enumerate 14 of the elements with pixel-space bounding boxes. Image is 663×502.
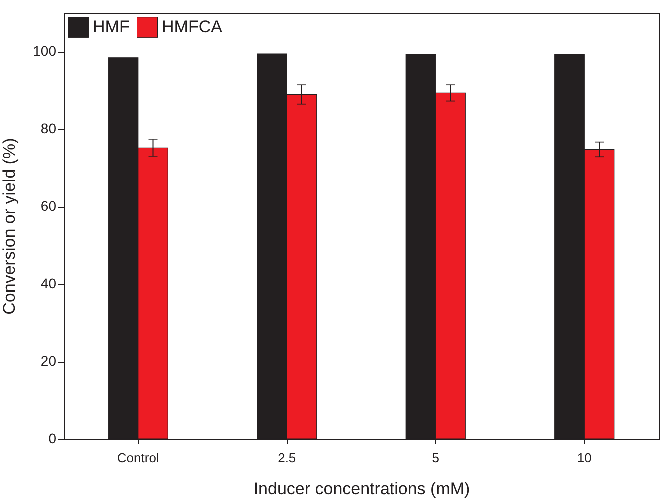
y-tick-label: 40 bbox=[40, 276, 57, 292]
x-tick-label: 5 bbox=[432, 450, 440, 466]
y-tick-label: 0 bbox=[48, 430, 57, 446]
x-tick-label: Control bbox=[117, 450, 160, 466]
y-axis-title: Conversion or yield (%) bbox=[0, 138, 20, 315]
x-tick-label: 10 bbox=[577, 450, 592, 466]
y-tick-label: 20 bbox=[40, 353, 57, 370]
legend-label: HMF bbox=[93, 18, 130, 37]
legend-label: HMFCA bbox=[162, 18, 224, 37]
x-axis-title: Inducer concentrations (mM) bbox=[254, 480, 470, 498]
y-tick-label: 100 bbox=[33, 43, 57, 60]
x-tick-label: 2.5 bbox=[278, 450, 296, 466]
y-tick-label: 60 bbox=[40, 198, 57, 214]
y-tick-label: 80 bbox=[40, 120, 57, 137]
